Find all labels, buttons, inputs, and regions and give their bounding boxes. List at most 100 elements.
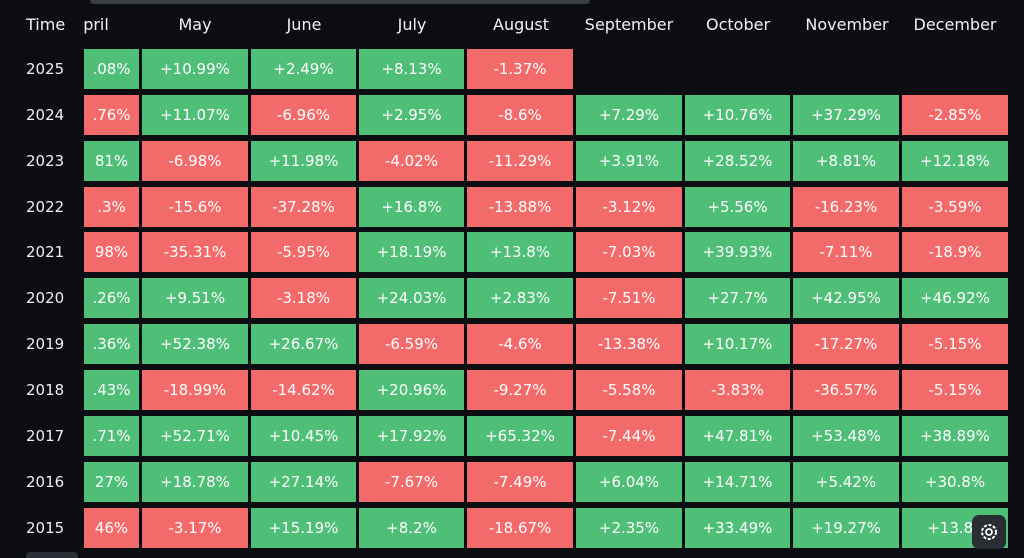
return-cell-november-2015[interactable]: +19.27%: [793, 508, 899, 548]
return-cell-august-2025[interactable]: -1.37%: [467, 49, 573, 89]
column-header-april[interactable]: pril: [83, 15, 109, 34]
return-cell-september-2023[interactable]: +3.91%: [576, 141, 682, 181]
return-cell-april-2025[interactable]: .08%: [84, 49, 139, 89]
column-header-may[interactable]: May: [178, 15, 212, 34]
return-cell-december-2018[interactable]: -5.15%: [902, 370, 1008, 410]
return-cell-april-2022[interactable]: .3%: [84, 187, 139, 227]
return-cell-december-2017[interactable]: +38.89%: [902, 416, 1008, 456]
return-cell-december-2020[interactable]: +46.92%: [902, 278, 1008, 318]
return-cell-april-2019[interactable]: .36%: [84, 324, 139, 364]
return-cell-november-2019[interactable]: -17.27%: [793, 324, 899, 364]
return-cell-june-2020[interactable]: -3.18%: [251, 278, 356, 318]
return-cell-august-2023[interactable]: -11.29%: [467, 141, 573, 181]
return-cell-may-2023[interactable]: -6.98%: [142, 141, 248, 181]
column-header-september[interactable]: September: [584, 15, 674, 34]
return-cell-june-2019[interactable]: +26.67%: [251, 324, 356, 364]
return-cell-july-2016[interactable]: -7.67%: [359, 462, 464, 502]
return-cell-may-2020[interactable]: +9.51%: [142, 278, 248, 318]
return-cell-september-2024[interactable]: +7.29%: [576, 95, 682, 135]
return-cell-september-2017[interactable]: -7.44%: [576, 416, 682, 456]
return-cell-october-2023[interactable]: +28.52%: [685, 141, 790, 181]
return-cell-october-2018[interactable]: -3.83%: [685, 370, 790, 410]
return-cell-august-2024[interactable]: -8.6%: [467, 95, 573, 135]
return-cell-october-2016[interactable]: +14.71%: [685, 462, 790, 502]
return-cell-june-2024[interactable]: -6.96%: [251, 95, 356, 135]
return-cell-april-2017[interactable]: .71%: [84, 416, 139, 456]
return-cell-april-2020[interactable]: .26%: [84, 278, 139, 318]
return-cell-july-2015[interactable]: +8.2%: [359, 508, 464, 548]
column-header-december[interactable]: December: [913, 15, 997, 34]
return-cell-july-2024[interactable]: +2.95%: [359, 95, 464, 135]
return-cell-september-2018[interactable]: -5.58%: [576, 370, 682, 410]
return-cell-december-2019[interactable]: -5.15%: [902, 324, 1008, 364]
return-cell-august-2021[interactable]: +13.8%: [467, 232, 573, 272]
return-cell-april-2023[interactable]: 81%: [84, 141, 139, 181]
return-cell-august-2016[interactable]: -7.49%: [467, 462, 573, 502]
return-cell-june-2023[interactable]: +11.98%: [251, 141, 356, 181]
return-cell-october-2020[interactable]: +27.7%: [685, 278, 790, 318]
return-cell-october-2021[interactable]: +39.93%: [685, 232, 790, 272]
return-cell-october-2022[interactable]: +5.56%: [685, 187, 790, 227]
return-cell-april-2021[interactable]: 98%: [84, 232, 139, 272]
return-cell-august-2019[interactable]: -4.6%: [467, 324, 573, 364]
return-cell-november-2018[interactable]: -36.57%: [793, 370, 899, 410]
return-cell-december-2023[interactable]: +12.18%: [902, 141, 1008, 181]
return-cell-december-2024[interactable]: -2.85%: [902, 95, 1008, 135]
return-cell-november-2024[interactable]: +37.29%: [793, 95, 899, 135]
column-header-october[interactable]: October: [705, 15, 771, 34]
return-cell-may-2017[interactable]: +52.71%: [142, 416, 248, 456]
return-cell-april-2018[interactable]: .43%: [84, 370, 139, 410]
return-cell-june-2016[interactable]: +27.14%: [251, 462, 356, 502]
return-cell-april-2024[interactable]: .76%: [84, 95, 139, 135]
return-cell-december-2022[interactable]: -3.59%: [902, 187, 1008, 227]
return-cell-may-2015[interactable]: -3.17%: [142, 508, 248, 548]
return-cell-august-2015[interactable]: -18.67%: [467, 508, 573, 548]
return-cell-november-2017[interactable]: +53.48%: [793, 416, 899, 456]
return-cell-november-2020[interactable]: +42.95%: [793, 278, 899, 318]
return-cell-july-2019[interactable]: -6.59%: [359, 324, 464, 364]
chart-settings-button[interactable]: [972, 515, 1006, 549]
return-cell-july-2020[interactable]: +24.03%: [359, 278, 464, 318]
return-cell-may-2022[interactable]: -15.6%: [142, 187, 248, 227]
return-cell-september-2022[interactable]: -3.12%: [576, 187, 682, 227]
return-cell-july-2021[interactable]: +18.19%: [359, 232, 464, 272]
return-cell-july-2017[interactable]: +17.92%: [359, 416, 464, 456]
column-header-november[interactable]: November: [805, 15, 889, 34]
return-cell-may-2018[interactable]: -18.99%: [142, 370, 248, 410]
return-cell-december-2021[interactable]: -18.9%: [902, 232, 1008, 272]
return-cell-april-2016[interactable]: 27%: [84, 462, 139, 502]
return-cell-september-2020[interactable]: -7.51%: [576, 278, 682, 318]
return-cell-november-2016[interactable]: +5.42%: [793, 462, 899, 502]
return-cell-may-2016[interactable]: +18.78%: [142, 462, 248, 502]
return-cell-october-2017[interactable]: +47.81%: [685, 416, 790, 456]
return-cell-july-2025[interactable]: +8.13%: [359, 49, 464, 89]
return-cell-august-2018[interactable]: -9.27%: [467, 370, 573, 410]
return-cell-october-2019[interactable]: +10.17%: [685, 324, 790, 364]
return-cell-october-2024[interactable]: +10.76%: [685, 95, 790, 135]
return-cell-may-2019[interactable]: +52.38%: [142, 324, 248, 364]
return-cell-september-2021[interactable]: -7.03%: [576, 232, 682, 272]
return-cell-june-2018[interactable]: -14.62%: [251, 370, 356, 410]
return-cell-july-2022[interactable]: +16.8%: [359, 187, 464, 227]
return-cell-june-2021[interactable]: -5.95%: [251, 232, 356, 272]
return-cell-july-2023[interactable]: -4.02%: [359, 141, 464, 181]
return-cell-december-2016[interactable]: +30.8%: [902, 462, 1008, 502]
return-cell-june-2022[interactable]: -37.28%: [251, 187, 356, 227]
return-cell-august-2022[interactable]: -13.88%: [467, 187, 573, 227]
return-cell-june-2025[interactable]: +2.49%: [251, 49, 356, 89]
return-cell-may-2024[interactable]: +11.07%: [142, 95, 248, 135]
return-cell-november-2021[interactable]: -7.11%: [793, 232, 899, 272]
return-cell-april-2015[interactable]: 46%: [84, 508, 139, 548]
return-cell-october-2015[interactable]: +33.49%: [685, 508, 790, 548]
return-cell-september-2016[interactable]: +6.04%: [576, 462, 682, 502]
return-cell-august-2020[interactable]: +2.83%: [467, 278, 573, 318]
return-cell-september-2019[interactable]: -13.38%: [576, 324, 682, 364]
return-cell-september-2015[interactable]: +2.35%: [576, 508, 682, 548]
column-header-july[interactable]: July: [397, 15, 427, 34]
column-header-august[interactable]: August: [493, 15, 549, 34]
return-cell-may-2021[interactable]: -35.31%: [142, 232, 248, 272]
return-cell-june-2015[interactable]: +15.19%: [251, 508, 356, 548]
column-header-june[interactable]: June: [286, 15, 322, 34]
return-cell-august-2017[interactable]: +65.32%: [467, 416, 573, 456]
return-cell-may-2025[interactable]: +10.99%: [142, 49, 248, 89]
